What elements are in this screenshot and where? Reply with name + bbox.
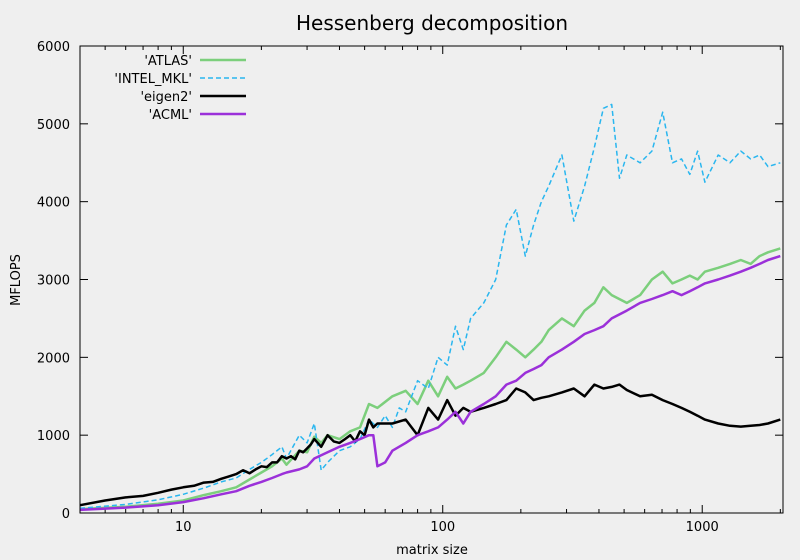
series-layer bbox=[79, 103, 781, 512]
legend-label-0: 'ATLAS' bbox=[144, 54, 192, 69]
y-tick-label: 2000 bbox=[37, 351, 70, 366]
series-line-0 bbox=[79, 247, 781, 511]
y-axis-label: MFLOPS bbox=[9, 254, 24, 306]
legend: 'ATLAS' 'INTEL_MKL' 'eigen2' 'ACML' bbox=[114, 54, 246, 123]
y-tick-label: 6000 bbox=[37, 40, 70, 55]
x-axis-label: matrix size bbox=[396, 543, 468, 558]
y-tick-label: 3000 bbox=[37, 274, 70, 289]
x-tick-label: 1000 bbox=[686, 520, 719, 535]
series-line-1 bbox=[79, 103, 781, 510]
series-line-2 bbox=[79, 383, 781, 507]
ticks-layer: 0 1000 2000 3000 4000 5000 6000 10 100 1000 bbox=[37, 40, 783, 535]
x-tick-label: 100 bbox=[430, 520, 455, 535]
y-tick-label: 5000 bbox=[37, 118, 70, 133]
series-line-3 bbox=[79, 254, 781, 512]
legend-label-2: 'eigen2' bbox=[140, 90, 192, 105]
chart-title: Hessenberg decomposition bbox=[296, 11, 568, 35]
y-tick-label: 4000 bbox=[37, 196, 70, 211]
x-tick-label: 10 bbox=[175, 520, 192, 535]
y-tick-label: 0 bbox=[62, 507, 70, 522]
plot-frame bbox=[79, 45, 784, 514]
y-tick-label: 1000 bbox=[37, 429, 70, 444]
legend-label-3: 'ACML' bbox=[149, 108, 192, 123]
legend-label-1: 'INTEL_MKL' bbox=[114, 72, 192, 87]
